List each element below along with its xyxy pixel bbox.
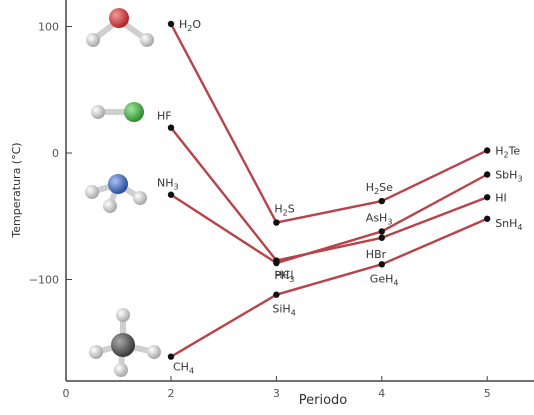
series-line [170,126,488,262]
data-point [167,124,175,131]
data-point [167,353,175,360]
data-point [484,147,491,154]
point-label: HCl [274,269,293,282]
point-labels: H2O H2S H2Se H2Te HF HCl HBr HI NH3 PH3 AsH3 SbH3 CH… [157,18,523,376]
data-point [378,197,385,205]
water-molecule-icon [86,8,154,47]
point-label: SiH4 [272,303,295,318]
data-point [484,171,491,178]
data-point [484,215,491,222]
y-axis-title: Temperatura (°C) [10,142,23,238]
point-label: H2S [274,203,294,218]
data-point [273,291,280,298]
series-lines [169,23,488,358]
point-label: HF [157,110,172,123]
series-line [170,173,488,265]
point-label: PH3 [274,269,294,284]
point-label: SbH3 [495,169,522,184]
data-points [167,20,491,360]
data-point [378,228,385,235]
ticks-layer: 0 2 3 4 5 100 0 −100 [29,21,491,401]
x-tick-label: 3 [273,387,280,400]
x-tick-label: 2 [168,387,175,400]
point-label: H2O [179,18,201,33]
x-tick-label: 0 [63,387,70,400]
axes [65,0,534,382]
x-axis-title: Periodo [299,393,348,408]
methane-molecule-icon [89,308,161,377]
point-label: SnH4 [495,217,522,232]
point-label: CH4 [173,361,194,376]
point-label: HI [495,191,507,204]
data-point [273,219,280,226]
series-line [169,23,488,224]
data-point [273,259,280,267]
x-tick-label: 4 [378,387,385,400]
ammonia-molecule-icon [85,174,147,213]
data-point [378,234,385,241]
y-tick-label: 0 [52,147,59,160]
point-label: AsH3 [366,211,393,226]
data-point [167,191,175,198]
y-tick-label: 100 [38,21,59,34]
data-point [484,194,491,201]
point-label: H2Se [366,181,393,196]
y-tick-label: −100 [29,274,59,287]
hydrogen-fluoride-molecule-icon [91,102,144,122]
point-label: HBr [366,248,387,261]
point-label: NH3 [157,177,179,192]
data-point [378,261,385,268]
x-tick-label: 5 [484,387,491,400]
data-point [167,20,175,28]
series-line [170,217,488,358]
point-label: GeH4 [370,272,399,287]
point-label: H2Te [495,144,520,159]
